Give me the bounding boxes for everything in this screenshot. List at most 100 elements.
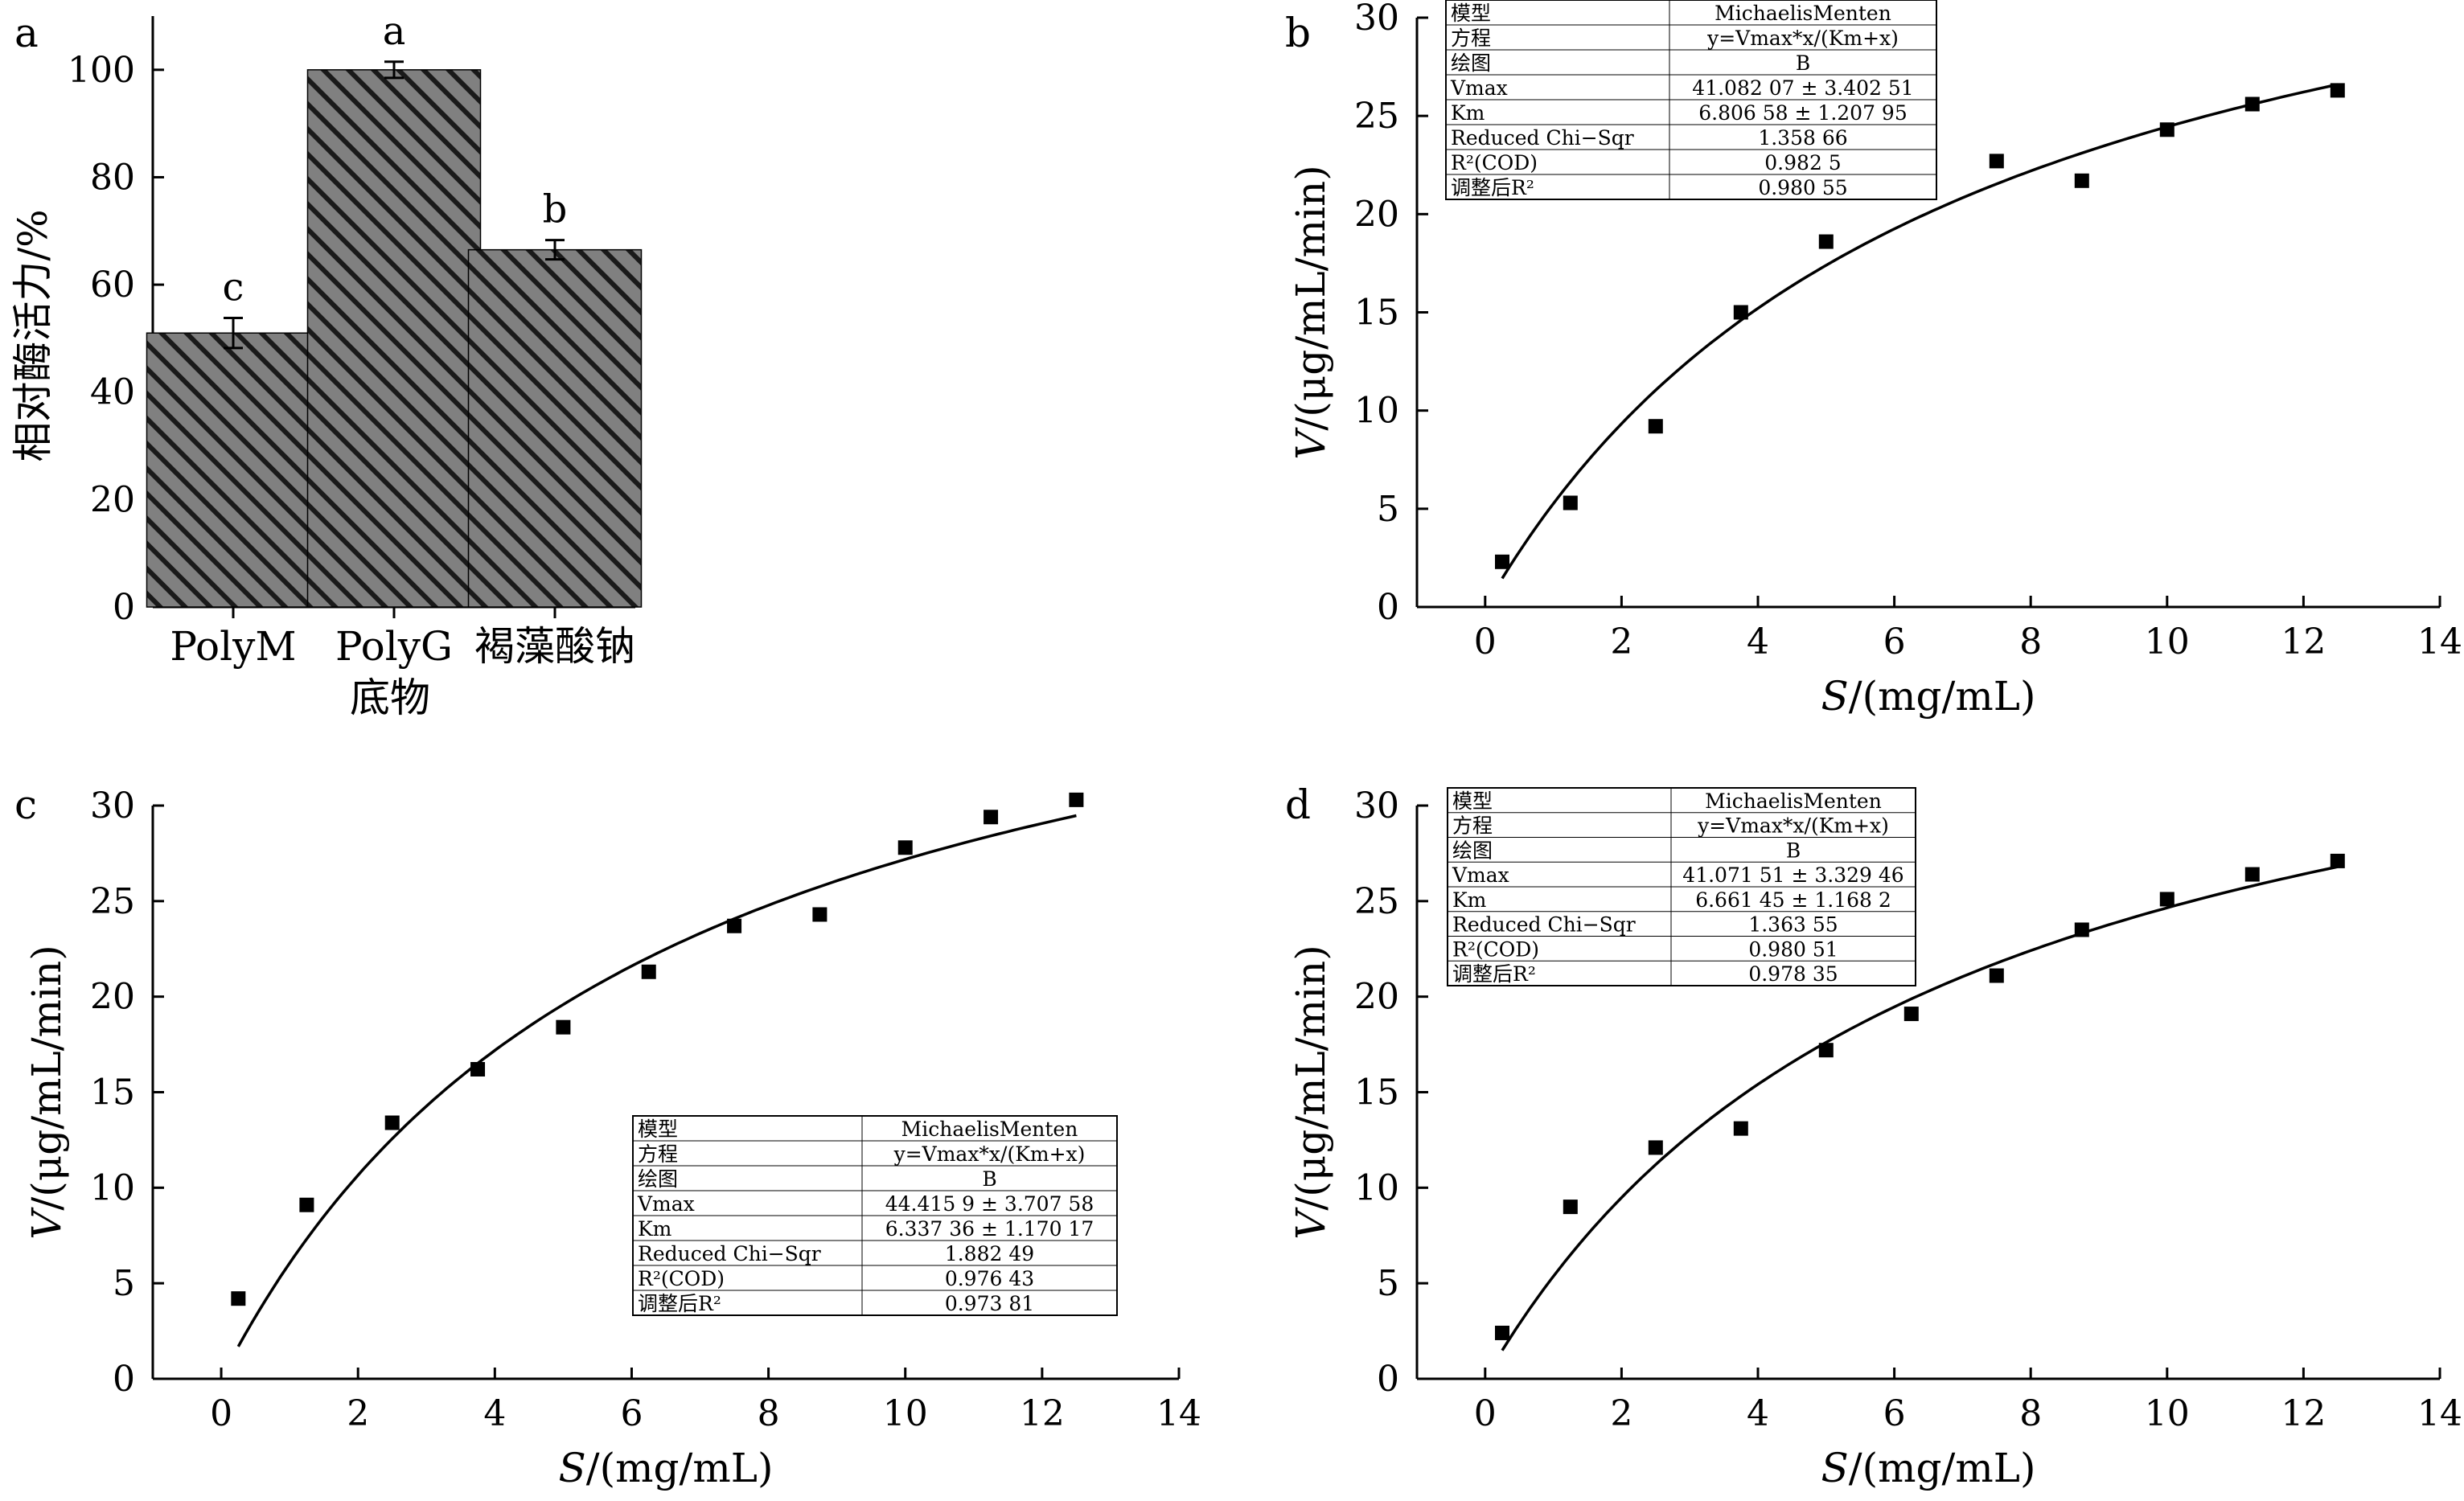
fit-table-value: MichaelisMenten (1705, 789, 1882, 813)
fit-table-value: B (982, 1167, 996, 1191)
y-tick-label: 60 (90, 265, 135, 306)
fit-table-value: 6.661 45 ± 1.168 2 (1695, 888, 1891, 912)
y-tick-label: 25 (1354, 96, 1399, 137)
x-tick-label: 14 (2417, 1393, 2462, 1434)
data-point (299, 1197, 314, 1212)
data-point (2244, 96, 2260, 112)
bar (146, 332, 321, 608)
data-point (1989, 968, 2004, 983)
fit-table-value: y=Vmax*x/(Km+x) (1697, 814, 1889, 838)
x-tick-label: 12 (1020, 1393, 1065, 1434)
bar (306, 69, 482, 608)
x-axis-var: S (1821, 1445, 1848, 1491)
fit-table-label: R²(COD) (1452, 937, 1539, 961)
data-point (641, 964, 656, 979)
fit-table-label: 方程 (1452, 814, 1493, 838)
data-point (1563, 495, 1578, 511)
fit-table: 模型 MichaelisMenten 方程 y=Vmax*x/(Km+x) 绘图 B Vma… (632, 1115, 1118, 1316)
fit-table-value: 1.363 55 (1748, 913, 1838, 937)
x-axis-var: S (1821, 673, 1848, 720)
y-axis-var: V (1287, 427, 1334, 460)
fit-table-label: 模型 (1451, 2, 1491, 25)
x-tick-label: 14 (2417, 621, 2462, 662)
data-point (1069, 792, 1084, 807)
fit-table-label: R²(COD) (638, 1267, 725, 1290)
y-tick-label: 25 (1354, 881, 1399, 922)
x-axis-unit: /(mg/mL) (1849, 1445, 2036, 1491)
x-tick-label: 4 (1747, 621, 1769, 662)
fit-table-value: 0.978 35 (1748, 962, 1838, 986)
data-point (1903, 1007, 1919, 1022)
data-point (470, 1061, 486, 1077)
fit-table-label: 调整后R² (1452, 962, 1536, 986)
panel-label-d: d (1285, 781, 1311, 828)
fit-table-value: 0.973 81 (945, 1292, 1034, 1315)
x-tick-label: PolyM (170, 623, 296, 670)
fit-table-value: 1.882 49 (945, 1242, 1034, 1265)
data-point (897, 840, 913, 855)
x-tick-label: 8 (758, 1393, 780, 1434)
fit-curve (1501, 865, 2339, 1351)
y-axis-unit: /(μg/mL/min) (1287, 165, 1334, 430)
y-tick-label: 20 (90, 479, 135, 520)
fit-table-value: 0.980 55 (1758, 176, 1847, 199)
x-axis-title: S/(mg/mL) (1821, 1445, 2035, 1491)
fit-table-value: 0.976 43 (945, 1267, 1034, 1290)
x-tick-label: 8 (2019, 1393, 2042, 1434)
data-point (2330, 83, 2345, 98)
x-tick-label: 0 (210, 1393, 232, 1434)
x-tick-label: 0 (1474, 621, 1497, 662)
y-tick-label: 10 (1354, 391, 1399, 432)
x-tick-label: 6 (1883, 621, 1906, 662)
fit-table-value: 6.806 58 ± 1.207 95 (1698, 101, 1908, 125)
data-point (1733, 305, 1748, 320)
x-axis-var: S (558, 1445, 585, 1491)
y-tick-label: 25 (90, 881, 135, 922)
y-tick-label: 5 (1377, 489, 1399, 530)
y-tick-label: 15 (1354, 1072, 1399, 1113)
significance-letter: b (543, 187, 568, 232)
fit-curve (1501, 83, 2339, 580)
data-point (556, 1019, 571, 1035)
y-tick-label: 40 (90, 372, 135, 413)
data-point (2074, 173, 2089, 188)
y-tick-label: 100 (68, 50, 135, 91)
x-tick-label: 12 (2281, 1393, 2326, 1434)
fit-table-value: 0.980 51 (1748, 937, 1838, 961)
fit-table-label: 方程 (1451, 27, 1491, 50)
fit-table-value: B (1786, 839, 1801, 862)
fit-table-value: 41.082 07 ± 3.402 51 (1692, 76, 1913, 100)
fit-table-label: Km (1452, 888, 1487, 912)
y-tick-label: 15 (1354, 293, 1399, 334)
significance-letter: c (223, 265, 244, 310)
fit-table-label: 模型 (1452, 789, 1493, 813)
y-axis-var: V (1287, 1207, 1334, 1240)
fit-table-value: 41.071 51 ± 3.329 46 (1682, 863, 1903, 887)
data-point (1648, 1140, 1663, 1155)
x-tick-label: PolyG (335, 623, 453, 670)
fit-table-label: 绘图 (638, 1167, 678, 1191)
data-point (727, 918, 742, 933)
y-tick-label: 10 (1354, 1167, 1399, 1208)
fit-table-label: Vmax (1450, 76, 1508, 100)
panel-label-c: c (14, 781, 37, 828)
x-tick-label: 12 (2281, 621, 2326, 662)
y-tick-label: 80 (90, 157, 135, 198)
y-axis-title: 相对酶活力/% (10, 209, 56, 461)
data-point (2159, 122, 2174, 137)
y-axis-title: V/(μg/mL/min) (23, 945, 70, 1239)
fit-table-label: Reduced Chi−Sqr (1452, 913, 1636, 937)
data-point (1563, 1200, 1578, 1215)
x-axis-title: S/(mg/mL) (558, 1445, 773, 1491)
y-tick-label: 30 (1354, 785, 1399, 826)
fit-table-label: R²(COD) (1451, 151, 1538, 174)
fit-table-label: 方程 (638, 1142, 678, 1166)
data-point (1648, 419, 1663, 434)
x-axis-title: S/(mg/mL) (1821, 673, 2035, 720)
fit-table-label: Reduced Chi−Sqr (638, 1242, 821, 1265)
x-axis-unit: /(mg/mL) (586, 1445, 774, 1491)
y-tick-label: 20 (1354, 977, 1399, 1018)
fit-table-value: 0.982 5 (1764, 151, 1841, 174)
